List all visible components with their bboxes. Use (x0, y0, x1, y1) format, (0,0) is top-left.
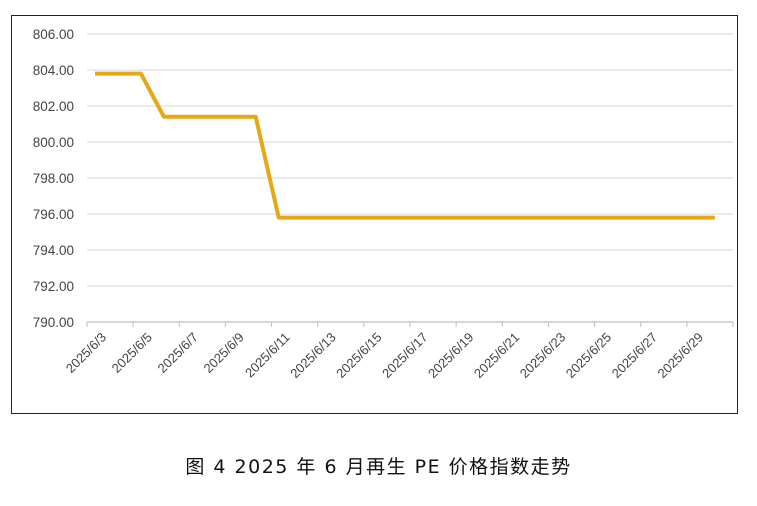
y-tick-label: 798.00 (33, 171, 74, 186)
y-tick-label: 802.00 (33, 99, 74, 114)
x-tick-label: 2025/6/13 (287, 330, 339, 382)
x-tick-label: 2025/6/21 (471, 330, 523, 382)
x-tick-label: 2025/6/29 (655, 330, 707, 382)
y-tick-label: 800.00 (33, 135, 74, 150)
x-tick-label: 2025/6/7 (155, 330, 201, 376)
y-tick-label: 792.00 (33, 279, 74, 294)
x-tick-label: 2025/6/25 (563, 330, 615, 382)
x-tick-label: 2025/6/11 (242, 330, 293, 381)
line-chart: 790.00 792.00 794.00 796.00 798.00 800.00 802.… (33, 27, 734, 382)
x-axis (86, 321, 734, 327)
x-tick-label: 2025/6/15 (333, 330, 385, 382)
x-tick-label: 2025/6/19 (425, 330, 477, 382)
x-tick-label: 2025/6/23 (517, 330, 569, 382)
x-tick-label: 2025/6/3 (63, 330, 109, 376)
series-line (95, 71, 715, 220)
y-tick-label: 794.00 (33, 243, 74, 258)
grid-lines (87, 33, 733, 287)
y-axis-tick-labels: 790.00 792.00 794.00 796.00 798.00 800.00 802.… (33, 27, 74, 330)
x-axis-tick-labels: 2025/6/3 2025/6/5 2025/6/7 2025/6/92025/6/1… (63, 330, 706, 382)
x-tick-label: 2025/6/9 (200, 330, 246, 376)
y-tick-label: 796.00 (33, 207, 74, 222)
y-tick-label: 806.00 (33, 27, 74, 42)
x-tick-label: 2025/6/17 (379, 330, 431, 382)
x-tick-label: 2025/6/27 (609, 330, 661, 382)
y-tick-label: 804.00 (33, 63, 74, 78)
series-layer (95, 71, 715, 220)
figure-caption: 图 4 2025 年 6 月再生 PE 价格指数走势 (185, 456, 572, 478)
y-tick-label: 790.00 (33, 315, 74, 330)
x-tick-label: 2025/6/5 (109, 330, 155, 376)
